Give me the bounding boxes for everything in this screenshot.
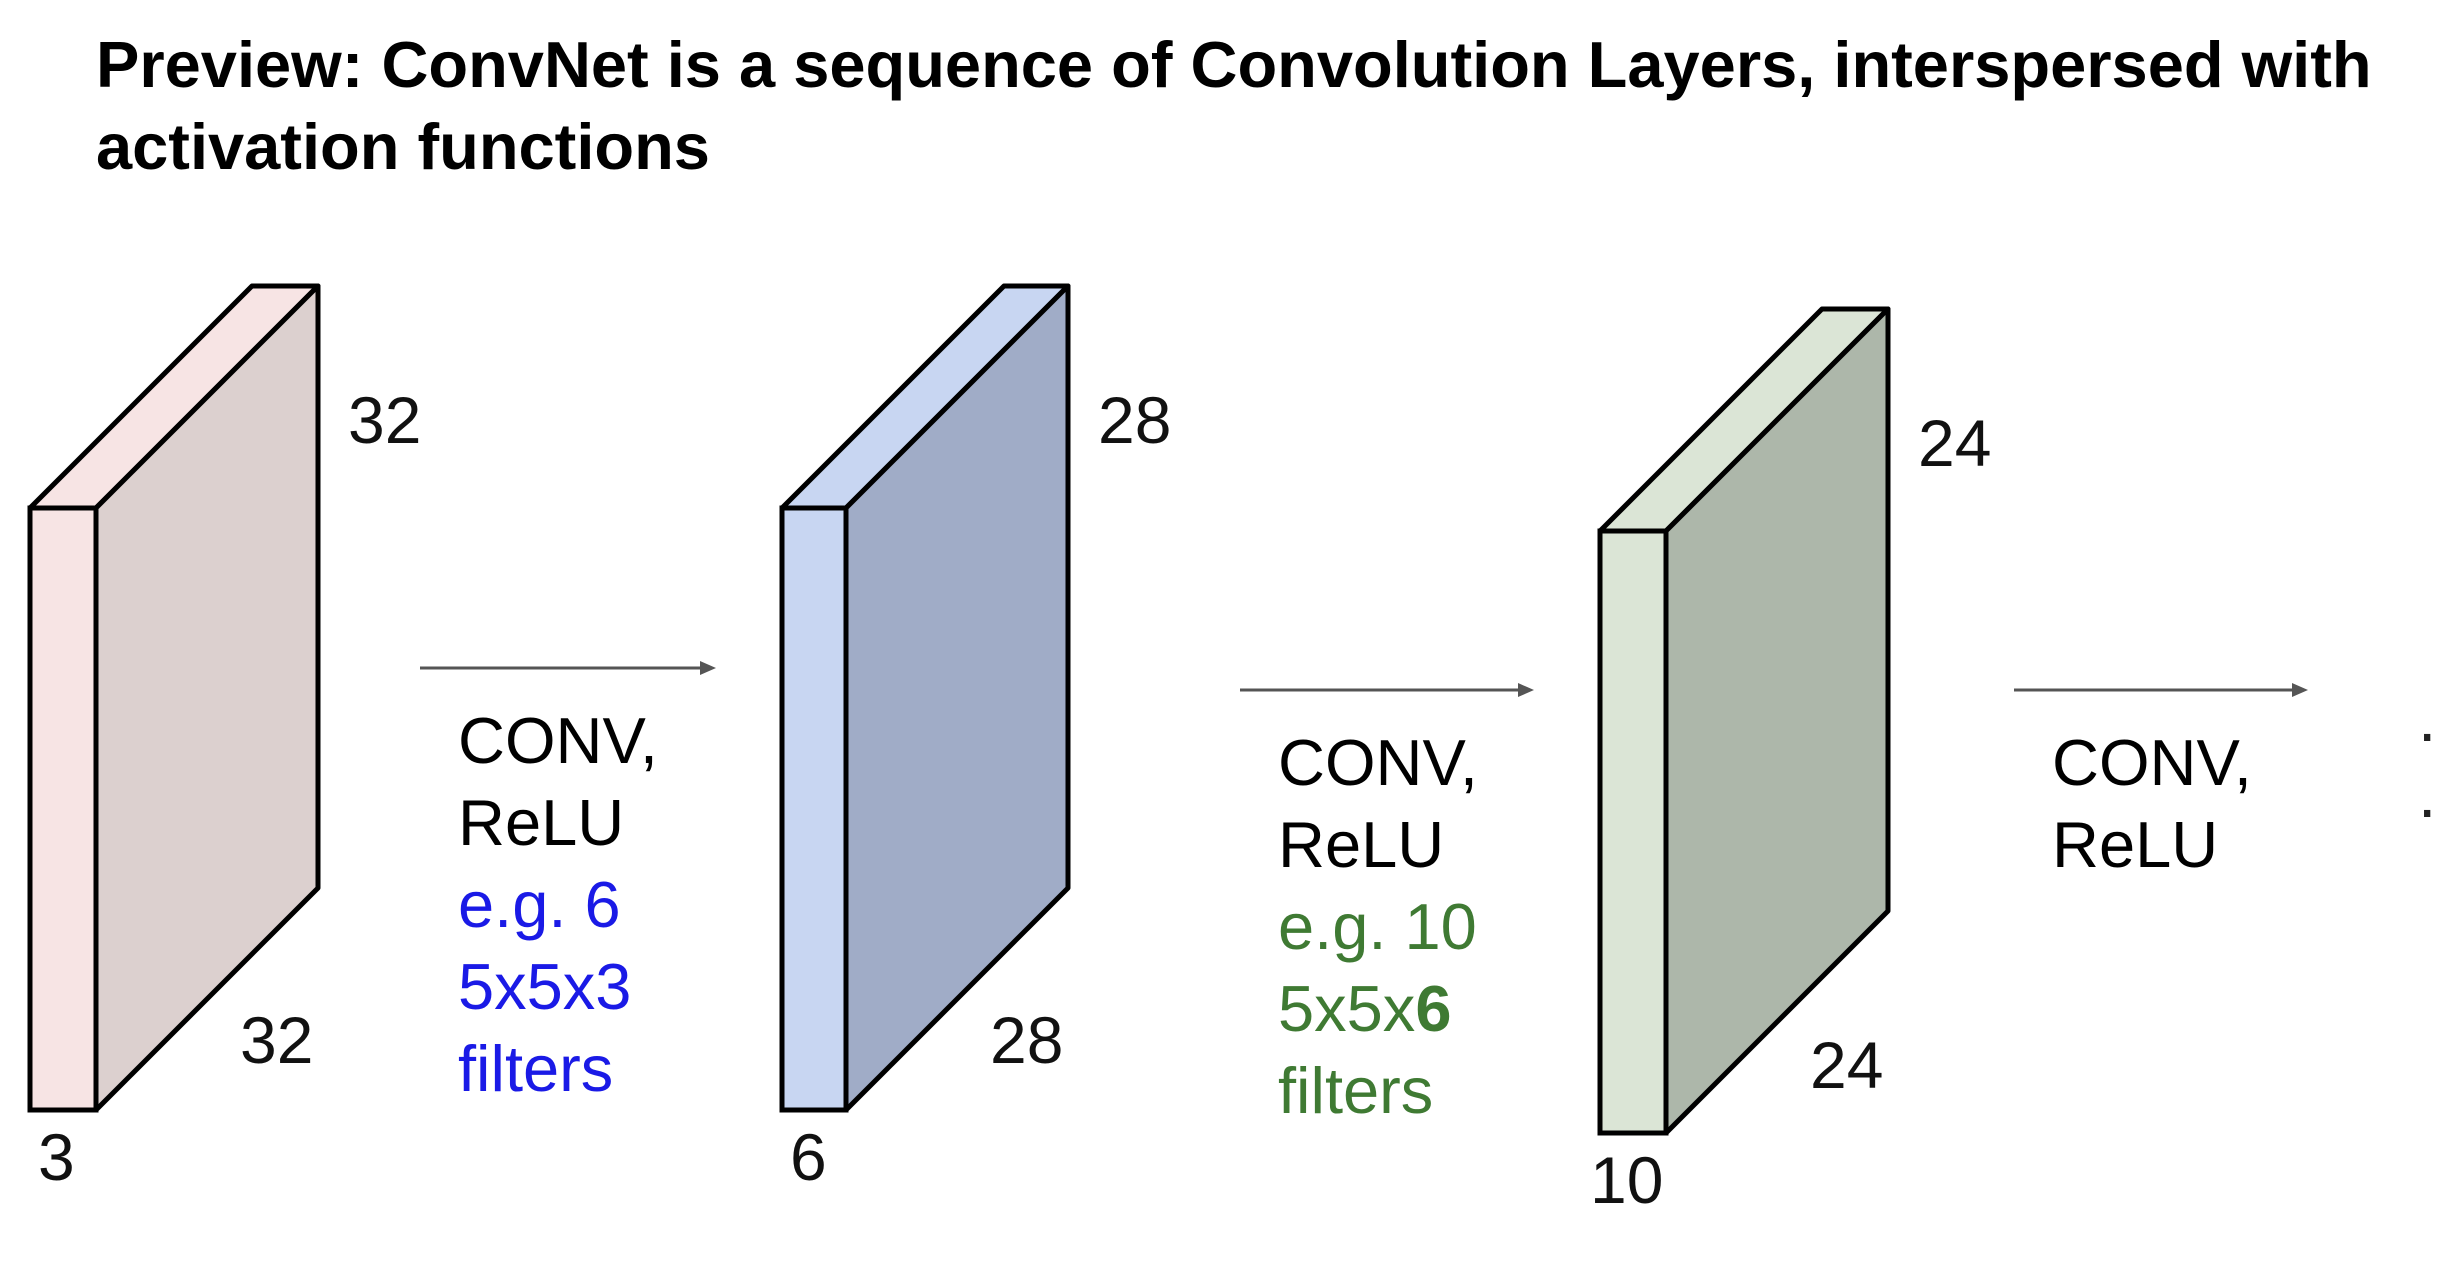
input-depth-label: 3: [38, 1120, 75, 1194]
operation-1-line-1: CONV,: [458, 704, 658, 777]
operation-1-note-2: 5x5x3: [458, 950, 632, 1023]
operation-2-note-1: e.g. 10: [1278, 890, 1477, 963]
conv2-volume: 24 24 10: [1590, 306, 1991, 1217]
conv1-volume-front-face: [779, 505, 849, 1113]
operation-2-line-1: CONV,: [1278, 726, 1478, 799]
operation-2-note-2-text: 5x5x: [1278, 972, 1416, 1045]
operation-2-label: CONV, ReLU e.g. 10 5x5x6 filters: [1278, 722, 1478, 1132]
input-volume: 32 32 3: [27, 283, 421, 1194]
operation-2-note-emphasis: 6: [1415, 972, 1452, 1045]
arrow-2: [1240, 683, 1534, 697]
input-height-label: 32: [348, 383, 421, 457]
input-volume-front-face: [27, 505, 99, 1113]
arrow-2-head: [1518, 683, 1534, 697]
conv1-width-label: 28: [990, 1003, 1063, 1077]
operation-1-line-2: ReLU: [458, 786, 625, 859]
operation-2-line-2: ReLU: [1278, 808, 1445, 881]
conv2-depth-label: 10: [1590, 1143, 1663, 1217]
conv2-volume-front-face: [1597, 528, 1669, 1136]
operation-3-label: CONV, ReLU: [2052, 722, 2252, 886]
operation-2-note-3: filters: [1278, 1054, 1434, 1127]
operation-2-note-2: 5x5x6: [1278, 968, 1478, 1050]
conv2-width-label: 24: [1810, 1028, 1883, 1102]
arrow-1: [420, 661, 716, 675]
arrow-1-head: [700, 661, 716, 675]
heading-prefix: Preview:: [96, 28, 364, 101]
operation-3-line-2: ReLU: [2052, 808, 2219, 881]
slide-heading: Preview: ConvNet is a sequence of Convol…: [96, 24, 2376, 188]
continuation-dots: . .: [2418, 681, 2437, 831]
input-width-label: 32: [240, 1003, 313, 1077]
operation-1-note-3: filters: [458, 1032, 614, 1105]
conv1-depth-label: 6: [790, 1120, 827, 1194]
operation-3-line-1: CONV,: [2052, 726, 2252, 799]
arrow-3-head: [2292, 683, 2308, 697]
conv1-height-label: 28: [1098, 383, 1171, 457]
conv2-height-label: 24: [1918, 406, 1991, 480]
conv1-volume: 28 28 6: [779, 283, 1171, 1194]
arrow-3: [2014, 683, 2308, 697]
operation-1-label: CONV, ReLU e.g. 6 5x5x3 filters: [458, 700, 658, 1110]
heading-text: ConvNet is a sequence of Convolution Lay…: [96, 28, 2372, 183]
operation-1-note-1: e.g. 6: [458, 868, 621, 941]
